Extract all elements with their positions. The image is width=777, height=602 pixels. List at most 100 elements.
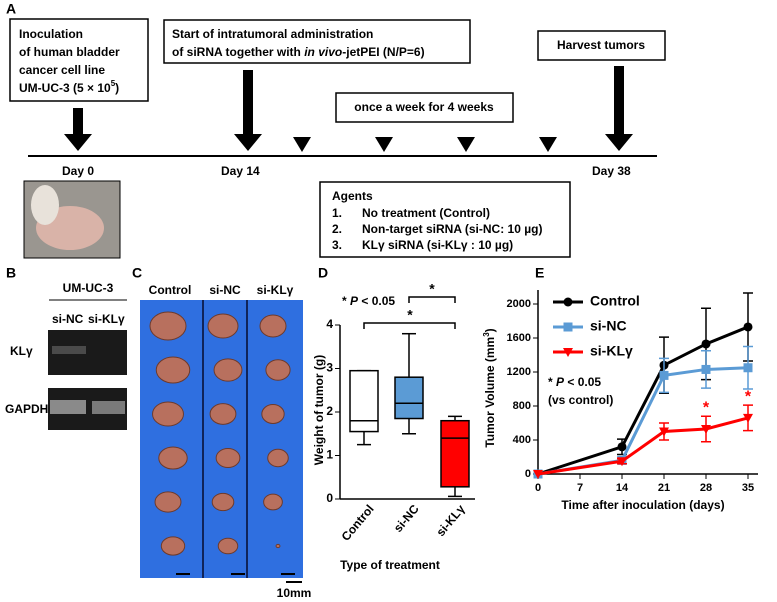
tumor <box>158 446 188 470</box>
text-part: ) <box>115 81 119 95</box>
point <box>701 364 711 374</box>
x-tick-label: 28 <box>700 482 712 494</box>
y-tick-label: 1600 <box>507 332 531 344</box>
y-axis-title: Tumor Volume (mm3) <box>482 328 498 447</box>
group-label: si-NC <box>209 283 241 297</box>
arrow <box>605 66 633 151</box>
agent-text: Non-target siRNA (si-NC: 10 µg) <box>362 222 542 236</box>
day-label: Day 0 <box>62 164 94 178</box>
legend-label: si-NC <box>590 318 627 334</box>
x-tick-label: si-KLγ <box>433 502 468 539</box>
tumor <box>154 491 182 513</box>
tumor <box>209 403 237 425</box>
agent-text: KLγ siRNA (si-KLγ : 10 µg) <box>362 238 513 252</box>
arrow <box>234 70 262 151</box>
inoculation-text: cancer cell line <box>19 63 105 77</box>
day-label: Day 14 <box>221 164 260 178</box>
y-tick-label: 2000 <box>507 298 531 310</box>
tumor <box>149 311 187 341</box>
point <box>617 457 627 467</box>
triangle <box>293 137 311 152</box>
triangle <box>539 137 557 152</box>
triangle <box>457 137 475 152</box>
tumor <box>259 314 287 338</box>
text-part: < 0.05 <box>564 375 601 389</box>
group-label: si-KLγ <box>257 283 294 297</box>
y-tick-label: 0 <box>525 468 531 480</box>
x-tick-label: 21 <box>658 482 670 494</box>
text-part: * <box>342 294 350 308</box>
schedule-box <box>335 92 514 123</box>
scale-label: 10mm <box>277 586 312 600</box>
tumor <box>275 543 281 549</box>
point <box>659 370 669 380</box>
text-part: < 0.05 <box>358 294 395 308</box>
tumor <box>213 358 243 382</box>
tumor <box>215 448 241 468</box>
bracket <box>408 296 456 303</box>
y-tick-label: 400 <box>513 434 531 446</box>
text-part: P <box>350 294 359 308</box>
y-axis-title: Weight of tumor (g) <box>312 355 326 465</box>
triangle <box>375 137 393 152</box>
inoculation-text: UM-UC-3 (5 × 105) <box>19 79 119 95</box>
agents-title: Agents <box>332 189 373 203</box>
x-tick-label: Control <box>339 502 377 544</box>
significance: * <box>745 388 752 405</box>
tumor <box>267 448 289 468</box>
bracket <box>363 322 456 329</box>
day-label: Day 38 <box>592 164 631 178</box>
lane-label: si-KLγ <box>88 312 125 326</box>
point <box>533 470 543 479</box>
point <box>701 339 711 349</box>
box <box>440 419 470 488</box>
annotation: (vs control) <box>548 393 613 407</box>
point <box>659 427 669 437</box>
x-axis-title: Time after inoculation (days) <box>561 498 724 512</box>
significance: * <box>407 307 413 323</box>
tumor <box>211 492 235 512</box>
annotation: * P < 0.05 <box>342 294 395 308</box>
y-tick-label: 0 <box>326 491 333 505</box>
tumor <box>160 536 186 556</box>
legend-marker <box>563 348 573 357</box>
point <box>743 322 753 332</box>
arrow <box>64 108 92 151</box>
cell-line: UM-UC-3 <box>63 281 114 295</box>
mouse-photo-detail <box>31 185 59 225</box>
blot-band <box>50 400 86 414</box>
harvest-box <box>537 30 666 61</box>
legend-label: Control <box>590 293 640 309</box>
panel-label: A <box>6 1 16 17</box>
y-tick-label: 1200 <box>507 366 531 378</box>
legend-label: si-KLγ <box>590 343 633 359</box>
point <box>701 424 711 434</box>
point <box>743 413 753 423</box>
significance: * <box>429 281 435 297</box>
tumor <box>207 313 239 339</box>
panel-label: C <box>132 265 142 281</box>
text-part: Tumor Volume (mm <box>483 337 497 448</box>
significance: * <box>703 399 710 416</box>
inoculation-text: Inoculation <box>19 27 83 41</box>
tumor-photo <box>140 300 303 578</box>
text-part: 3 <box>482 332 491 337</box>
blot-band <box>52 346 86 354</box>
annotation: * P < 0.05 <box>548 375 601 389</box>
agents-box <box>319 181 571 258</box>
x-tick-label: 14 <box>616 482 629 494</box>
box <box>394 376 424 420</box>
text-part: * <box>548 375 556 389</box>
tumor <box>265 359 291 381</box>
point <box>617 442 627 452</box>
y-tick-label: 3 <box>326 361 333 375</box>
text-part: ) <box>483 328 497 332</box>
inoculation-box <box>9 18 149 102</box>
agent-number: 1. <box>332 206 342 220</box>
legend-marker <box>563 297 573 307</box>
legend-marker <box>563 322 573 332</box>
schedule-text: once a week for 4 weeks <box>354 100 494 114</box>
y-tick-label: 1 <box>326 448 333 462</box>
